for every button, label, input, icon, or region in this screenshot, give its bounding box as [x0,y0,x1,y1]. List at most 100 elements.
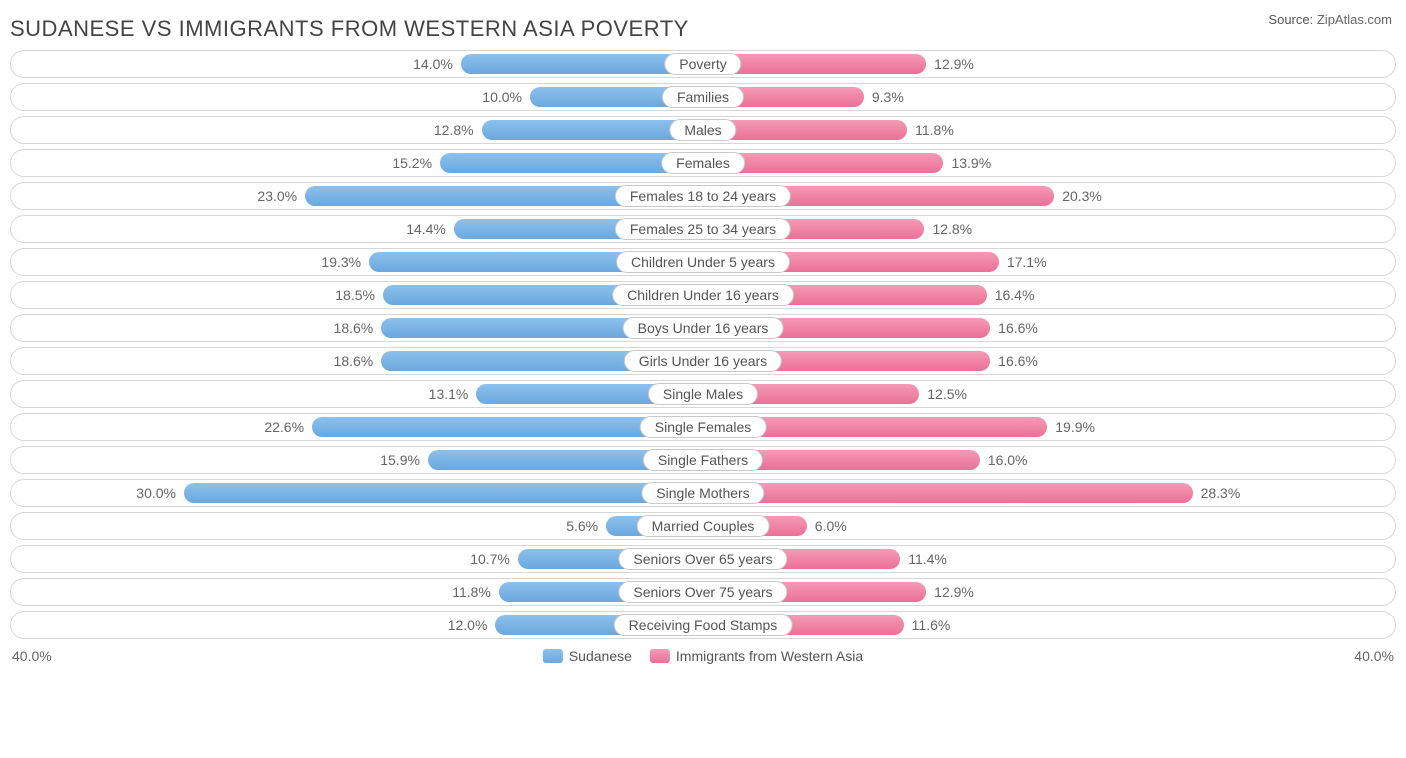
axis-max-left: 40.0% [12,648,52,664]
chart-row: 22.6% 19.9% Single Females [10,413,1396,441]
legend-label-series1: Sudanese [569,648,632,664]
value-series1: 19.3% [321,254,361,270]
value-series1: 13.1% [429,386,469,402]
value-series2: 17.1% [1007,254,1047,270]
chart-row: 11.8% 12.9%Seniors Over 75 years [10,578,1396,606]
chart-row: 19.3% 17.1% Children Under 5 years [10,248,1396,276]
half-right: 20.3% [703,183,1395,209]
category-label: Girls Under 16 years [624,350,782,372]
category-label: Married Couples [637,515,770,537]
value-series2: 13.9% [951,155,991,171]
value-series1: 23.0% [257,188,297,204]
half-left: 15.2% [11,150,703,176]
value-series1: 11.8% [452,584,491,600]
value-series1: 12.0% [448,617,488,633]
category-label: Boys Under 16 years [623,317,784,339]
legend: Sudanese Immigrants from Western Asia [543,648,863,664]
chart-title: SUDANESE VS IMMIGRANTS FROM WESTERN ASIA… [10,16,1402,42]
chart-row: 5.6% 6.0% Married Couples [10,512,1396,540]
value-series2: 19.9% [1055,419,1095,435]
half-left: 5.6% [11,513,703,539]
half-left: 12.0% [11,612,703,638]
value-series2: 11.8% [915,122,954,138]
category-label: Males [669,119,736,141]
value-series1: 18.5% [335,287,375,303]
value-series2: 9.3% [872,89,904,105]
swatch-series1 [543,649,563,663]
chart-row: 15.2% 13.9% Females [10,149,1396,177]
value-series1: 10.7% [470,551,510,567]
half-right: 13.9% [703,150,1395,176]
half-right: 11.4% [703,546,1395,572]
value-series2: 12.8% [932,221,972,237]
value-series2: 11.6% [912,617,951,633]
half-right: 6.0% [703,513,1395,539]
chart-footer: 40.0% Sudanese Immigrants from Western A… [4,639,1402,669]
value-series1: 10.0% [482,89,522,105]
value-series2: 20.3% [1062,188,1102,204]
category-label: Poverty [664,53,741,75]
half-left: 30.0% [11,480,703,506]
half-left: 18.5% [11,282,703,308]
half-left: 18.6% [11,348,703,374]
half-left: 10.7% [11,546,703,572]
half-left: 19.3% [11,249,703,275]
value-series1: 15.2% [392,155,432,171]
chart-row: 15.9% 16.0%Single Fathers [10,446,1396,474]
axis-max-right: 40.0% [1354,648,1394,664]
value-series1: 22.6% [264,419,304,435]
chart-row: 18.6%16.6%Girls Under 16 years [10,347,1396,375]
half-right: 12.8% [703,216,1395,242]
value-series1: 12.8% [434,122,474,138]
half-left: 11.8% [11,579,703,605]
half-left: 15.9% [11,447,703,473]
half-right: 16.6% [703,315,1395,341]
half-left: 18.6% [11,315,703,341]
half-left: 12.8% [11,117,703,143]
source-attribution: Source: ZipAtlas.com [1268,12,1392,27]
value-series1: 14.4% [406,221,446,237]
half-right: 12.9% [703,579,1395,605]
category-label: Females [661,152,745,174]
value-series1: 14.0% [413,56,453,72]
value-series2: 12.9% [934,56,974,72]
value-series1: 18.6% [334,320,374,336]
value-series1: 5.6% [566,518,598,534]
half-left: 13.1% [11,381,703,407]
category-label: Children Under 5 years [616,251,790,273]
half-right: 28.3% [703,480,1395,506]
chart-row: 12.8% 11.8% Males [10,116,1396,144]
chart-row: 14.0% 12.9% Poverty [10,50,1396,78]
chart-row: 12.0%11.6%Receiving Food Stamps [10,611,1396,639]
legend-label-series2: Immigrants from Western Asia [676,648,863,664]
value-series1: 15.9% [380,452,420,468]
half-right: 16.0% [703,447,1395,473]
value-series2: 11.4% [908,551,947,567]
half-left: 14.0% [11,51,703,77]
value-series2: 6.0% [815,518,847,534]
half-left: 23.0% [11,183,703,209]
legend-item-series1: Sudanese [543,648,632,664]
category-label: Seniors Over 75 years [618,581,787,603]
category-label: Females 25 to 34 years [615,218,791,240]
category-label: Single Mothers [641,482,764,504]
chart-row: 14.4% 12.8% Females 25 to 34 years [10,215,1396,243]
half-left: 14.4% [11,216,703,242]
chart-row: 10.0%9.3%Families [10,83,1396,111]
half-left: 10.0% [11,84,703,110]
value-series2: 16.4% [995,287,1035,303]
source-label: Source: [1268,12,1313,27]
category-label: Single Fathers [643,449,763,471]
chart-rows: 14.0%12.9%Poverty10.0%9.3%Families12.8%1… [4,50,1402,639]
half-left: 22.6% [11,414,703,440]
category-label: Single Females [640,416,767,438]
value-series2: 16.6% [998,320,1038,336]
bar-series1 [184,483,703,503]
value-series1: 30.0% [136,485,176,501]
half-right: 19.9% [703,414,1395,440]
swatch-series2 [650,649,670,663]
chart-row: 18.5%16.4%Children Under 16 years [10,281,1396,309]
chart-row: 30.0% 28.3%Single Mothers [10,479,1396,507]
chart-row: 13.1%12.5%Single Males [10,380,1396,408]
half-right: 16.6% [703,348,1395,374]
